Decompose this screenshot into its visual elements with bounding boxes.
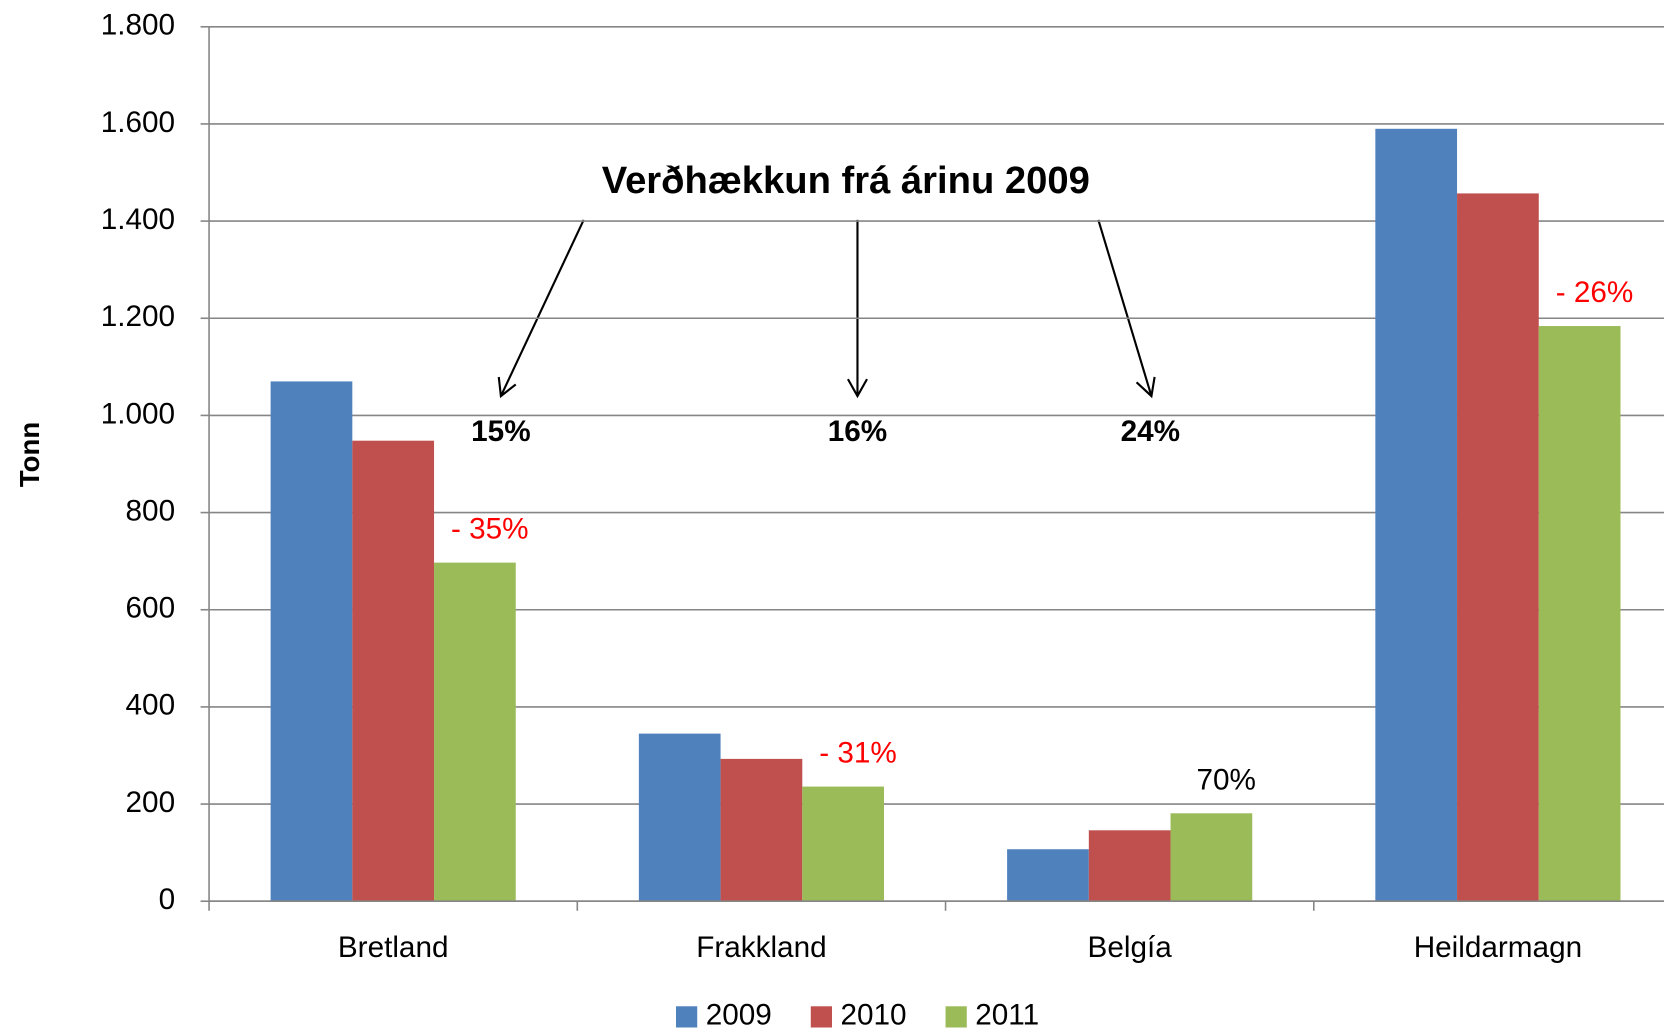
bar [639,734,721,902]
bar [802,787,884,902]
y-tick-label: 1.000 [101,397,175,430]
legend-label: 2010 [840,999,906,1032]
y-tick-label: 200 [126,786,176,819]
callout-arrows [499,220,1155,396]
x-tick-label: Belgía [1088,931,1173,964]
x-tick-label: Frakkland [696,931,826,964]
legend-swatch [946,1006,967,1027]
bar [1539,326,1621,901]
chart: Tonn Verðhækkun frá árinu 2009 15% 16% 2… [0,0,1664,1032]
x-tick-label: Bretland [338,931,449,964]
bar [434,563,516,902]
bar [352,441,434,902]
y-tick-label: 600 [126,592,176,625]
bar [271,381,353,901]
bar [1457,193,1539,901]
bar [1171,813,1253,901]
annotation: - 31% [819,737,897,770]
y-tick-label: 800 [126,494,176,527]
y-tick-label: 0 [159,883,176,916]
y-tick-label: 1.800 [101,9,175,42]
y-tick-label: 1.400 [101,203,175,236]
x-tick-label: Heildarmagn [1414,931,1582,964]
bar [1375,129,1457,901]
callout-title: Verðhækkun frá árinu 2009 [602,159,1090,202]
bar [721,759,803,901]
callout-label: 15% [471,415,530,448]
legend-label: 2011 [975,999,1039,1032]
y-axis-title: Tonn [14,422,45,487]
annotation: - 35% [451,513,529,546]
legend-swatch [811,1006,832,1027]
y-tick-label: 400 [126,689,176,722]
callout-label: 16% [828,415,887,448]
legend-label: 2009 [706,999,772,1032]
bar [1007,849,1089,901]
callout-label: 24% [1121,415,1180,448]
y-tick-label: 1.600 [101,106,175,139]
annotation: 70% [1197,763,1256,796]
page: {"chart_data": {"type": "bar", "y_label"… [0,0,1664,1032]
y-tick-label: 1.200 [101,300,175,333]
bar [1089,830,1171,901]
annotation: - 26% [1556,276,1634,309]
legend-swatch [676,1006,697,1027]
